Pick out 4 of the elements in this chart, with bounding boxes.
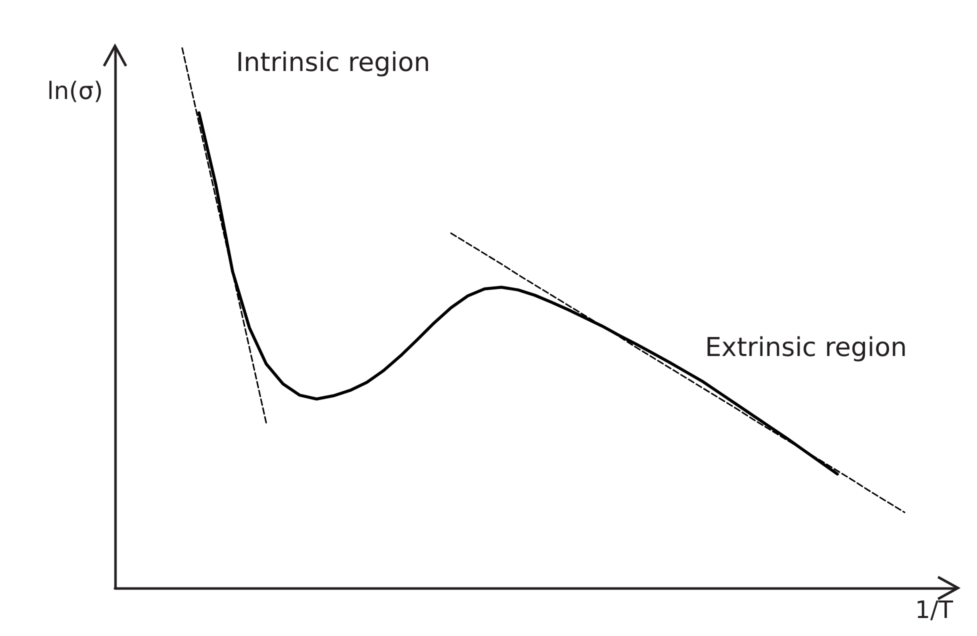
annotation: Extrinsic region	[705, 333, 907, 363]
x-axis-title: 1/T	[915, 596, 954, 624]
y-axis-title: ln(σ)	[47, 77, 103, 105]
annotation: Intrinsic region	[236, 48, 430, 78]
